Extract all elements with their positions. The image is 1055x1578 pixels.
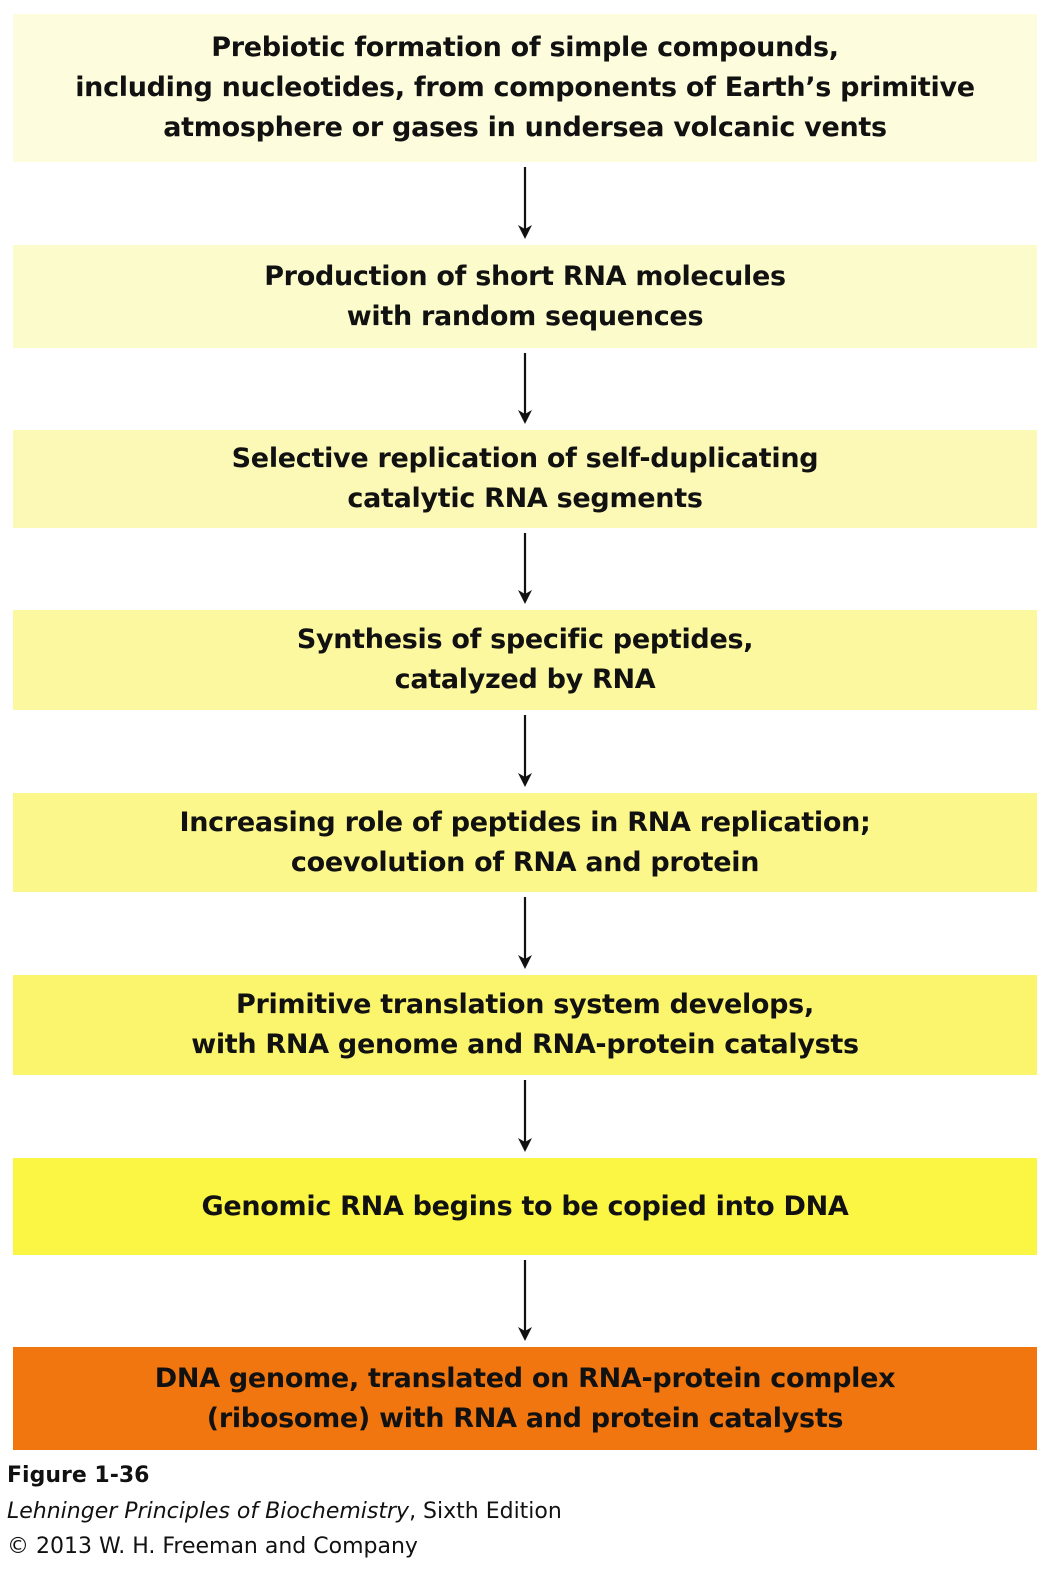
step-box: DNA genome, translated on RNA-protein co… [13,1347,1037,1450]
step-box: Genomic RNA begins to be copied into DNA [13,1158,1037,1255]
step-text: Genomic RNA begins to be copied into DNA [201,1190,849,1222]
step-text: Prebiotic formation of simple compounds,… [75,32,975,143]
step-box: Selective replication of self-duplicatin… [13,430,1037,528]
step-text: Production of short RNA molecules with r… [264,260,786,332]
down-arrow-icon [518,897,532,969]
step-box: Increasing role of peptides in RNA repli… [13,793,1037,892]
step-text: Selective replication of self-duplicatin… [231,443,819,514]
step-box: Production of short RNA molecules with r… [13,245,1037,348]
step-text: DNA genome, translated on RNA-protein co… [154,1362,896,1434]
down-arrow-icon [518,533,532,604]
step-box: Prebiotic formation of simple compounds,… [13,14,1037,162]
down-arrow-icon [518,1080,532,1152]
book-citation: Lehninger Principles of Biochemistry, Si… [7,1499,562,1524]
step-text: Increasing role of peptides in RNA repli… [179,806,871,878]
edition: , Sixth Edition [409,1499,562,1524]
step-text: Primitive translation system develops, w… [191,989,859,1060]
step-box: Primitive translation system develops, w… [13,975,1037,1075]
step-text: Synthesis of specific peptides, catalyze… [296,624,754,695]
step-box: Synthesis of specific peptides, catalyze… [13,610,1037,710]
down-arrow-icon [518,1260,532,1341]
figure-label: Figure 1-36 [7,1463,150,1488]
book-title: Lehninger Principles of Biochemistry [7,1499,410,1524]
down-arrow-icon [518,353,532,424]
down-arrow-icon [518,715,532,787]
down-arrow-icon [518,167,532,239]
copyright: © 2013 W. H. Freeman and Company [7,1534,418,1559]
